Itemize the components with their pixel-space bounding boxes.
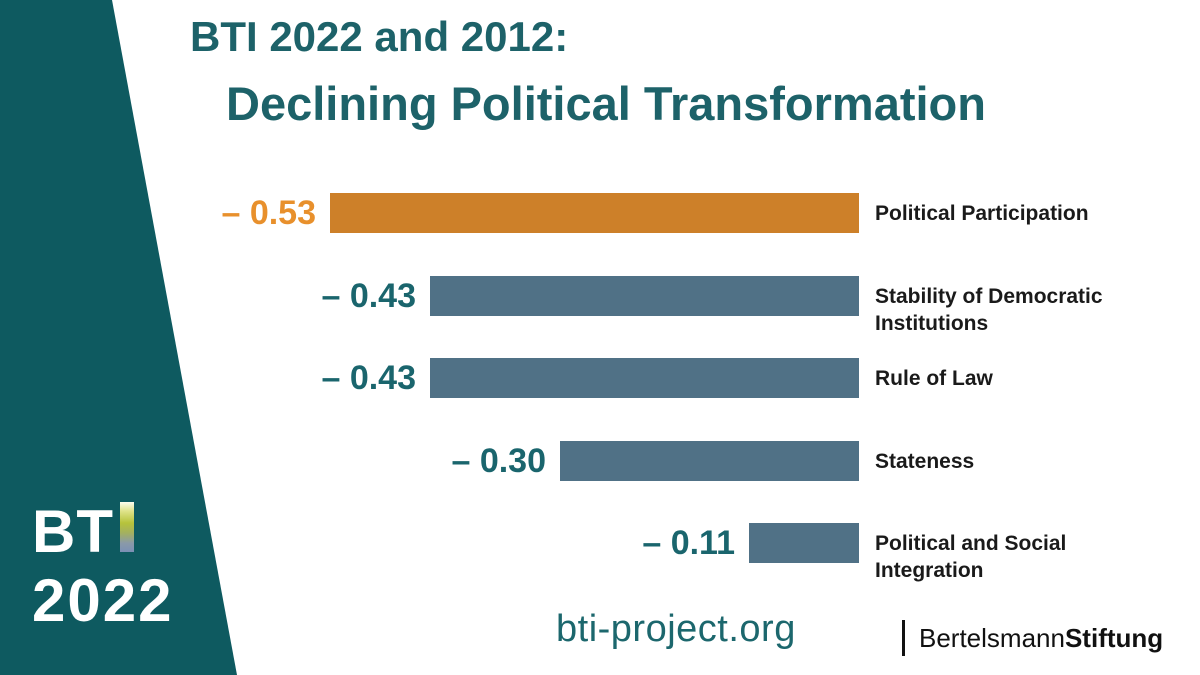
bar — [430, 276, 859, 316]
bar — [560, 441, 859, 481]
bti-logo-i-gradient-icon — [119, 502, 134, 552]
chart-title-line2: Declining Political Transformation — [226, 77, 986, 130]
bar — [330, 193, 859, 233]
bar — [430, 358, 859, 398]
bar-category-label: Stability of Democratic Institutions — [875, 285, 1103, 335]
bar — [749, 523, 859, 563]
bti-2022-logo: BT 2022 — [32, 496, 173, 634]
bti-logo-bt: BT — [32, 498, 114, 565]
bti-logo-year: 2022 — [32, 567, 174, 634]
bar-value-label: – 0.43 — [321, 277, 416, 315]
bar-value-label: – 0.11 — [642, 524, 735, 562]
bar-value-label: – 0.30 — [451, 442, 546, 480]
publisher-wordmark: BertelsmannStiftung — [919, 623, 1163, 654]
bar-category-label: Political and Social Integration — [875, 532, 1067, 582]
bar-category-label: Political Participation — [875, 202, 1089, 225]
bar-value-label: – 0.43 — [321, 359, 416, 397]
publisher-suffix: Stiftung — [1064, 622, 1164, 653]
website-link[interactable]: bti-project.org — [556, 608, 796, 650]
bertelsmann-stiftung-logo: BertelsmannStiftung — [902, 620, 1163, 656]
bar-value-label: – 0.53 — [221, 194, 316, 232]
chart-title-line1: BTI 2022 and 2012: — [190, 13, 569, 60]
bti-logo-text: BT — [32, 496, 173, 568]
publisher-pipe-icon — [902, 620, 905, 656]
bar-category-label: Rule of Law — [875, 367, 993, 390]
publisher-name: Bertelsmann — [919, 622, 1065, 653]
bar-category-label: Stateness — [875, 450, 975, 473]
